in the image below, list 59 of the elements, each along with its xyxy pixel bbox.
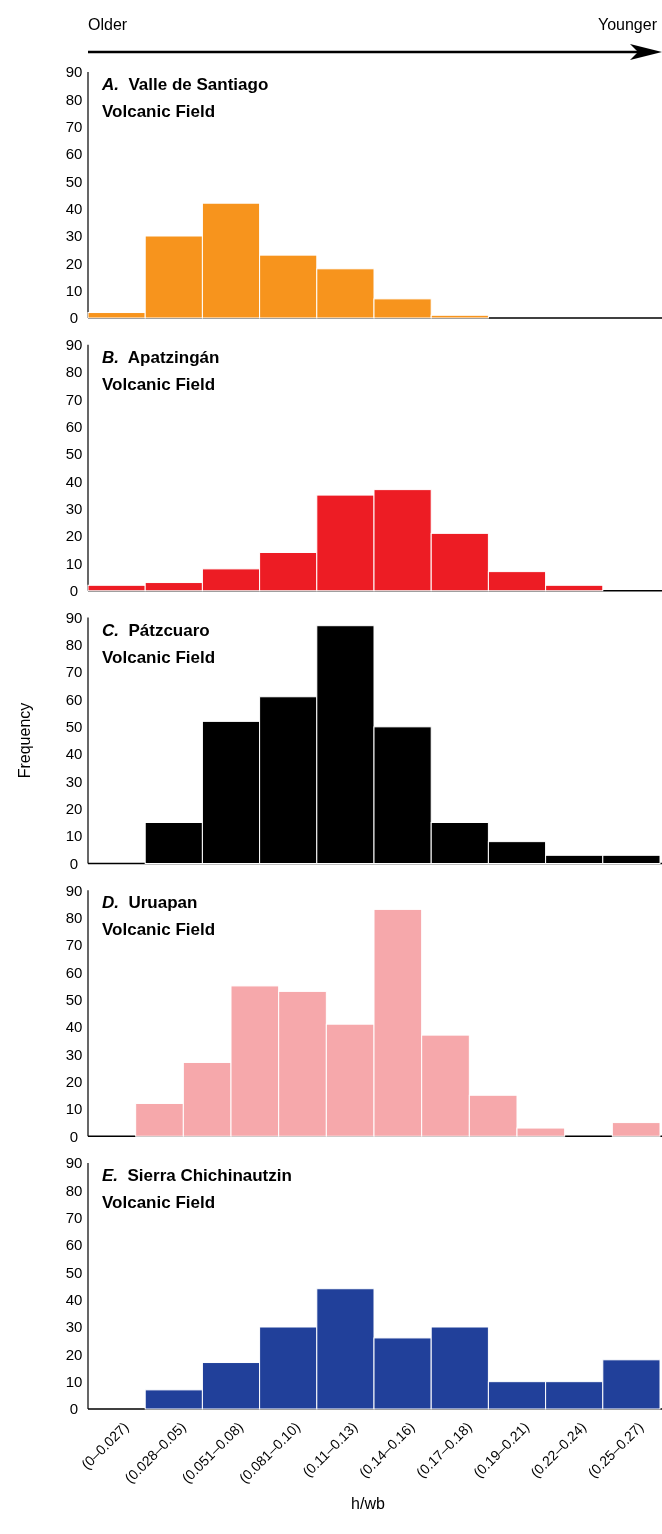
y-tick-label: 80 (65, 1181, 83, 1199)
y-tick-label: 80 (65, 363, 83, 381)
y-tick-label: 20 (65, 1345, 83, 1363)
text: E. Sierra Chichinautzin Volcanic Field (102, 1166, 292, 1212)
y-tick-label: 60 (65, 145, 83, 163)
y-tick-label: 50 (65, 718, 83, 736)
y-tick-label: 90 (65, 1154, 83, 1172)
y-tick-label: 30 (65, 1318, 83, 1336)
y-tick-label: 30 (65, 227, 83, 245)
x-axis-title: h/wb (351, 1495, 385, 1512)
text: D. Uruapan Volcanic Field (102, 893, 216, 940)
text: C. Pátzcuaro Volcanic Field (102, 620, 216, 667)
y-tick-label: 50 (65, 172, 83, 190)
y-tick-label: 90 (65, 336, 83, 353)
y-tick-label: 60 (65, 418, 83, 435)
y-tick-label: 70 (65, 663, 83, 681)
y-tick-label: 10 (65, 1100, 83, 1118)
y-tick-label: 20 (65, 254, 83, 272)
y-tick-label: 30 (65, 1045, 83, 1063)
y-tick-label: 10 (65, 281, 83, 299)
y-tick-label: 50 (65, 445, 83, 463)
text: Older (88, 16, 128, 33)
text: B. Apatzingán Volcanic Field (102, 347, 220, 394)
y-tick-label: 70 (65, 936, 83, 954)
y-tick-label: 70 (65, 1208, 83, 1226)
text: A. Valle de Santiago Volcanic Field (101, 75, 269, 121)
y-tick-label: 80 (65, 636, 83, 654)
y-axis-title: Frequency (16, 702, 33, 779)
y-tick-label: 40 (65, 1290, 83, 1308)
y-tick-label: 40 (65, 199, 83, 217)
y-tick-label: 0 (69, 854, 79, 872)
y-tick-label: 50 (65, 990, 83, 1008)
y-tick-label: 10 (65, 554, 83, 572)
y-tick-label: 70 (65, 390, 83, 408)
y-tick-label: 10 (65, 1372, 83, 1390)
y-tick-label: 40 (65, 472, 83, 490)
y-tick-label: 0 (69, 309, 79, 327)
y-tick-label: 20 (65, 1072, 83, 1090)
y-tick-label: 40 (65, 745, 83, 763)
y-tick-label: 60 (65, 1236, 83, 1254)
y-tick-label: 10 (65, 827, 83, 845)
y-tick-label: 90 (65, 63, 83, 81)
y-tick-label: 0 (69, 1127, 79, 1145)
y-tick-label: 80 (65, 908, 83, 926)
y-tick-label: 0 (69, 582, 79, 599)
y-tick-label: 70 (65, 117, 83, 135)
y-tick-label: 40 (65, 1018, 83, 1036)
text: Younger (597, 16, 658, 33)
y-tick-label: 60 (65, 690, 83, 708)
y-tick-label: 60 (65, 963, 83, 981)
y-tick-label: 20 (65, 527, 83, 545)
y-tick-label: 20 (65, 800, 83, 818)
y-tick-label: 90 (65, 608, 83, 626)
y-tick-label: 30 (65, 772, 83, 790)
y-tick-label: 30 (65, 500, 83, 517)
y-tick-label: 50 (65, 1263, 83, 1281)
y-tick-label: 80 (65, 90, 83, 108)
y-tick-label: 90 (65, 881, 83, 899)
y-tick-label: 0 (69, 1400, 79, 1418)
